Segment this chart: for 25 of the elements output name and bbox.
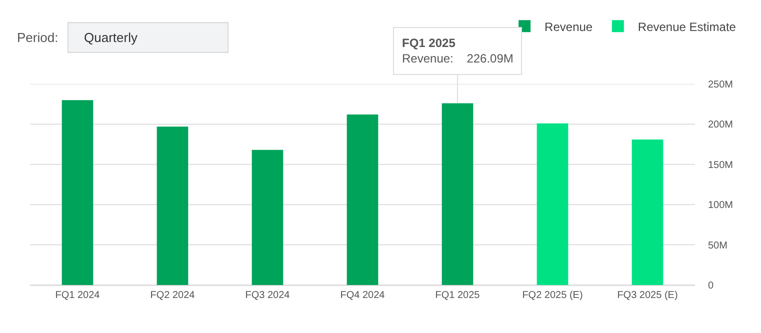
text: Period: — [17, 30, 58, 45]
y-tick-label: 200M — [708, 120, 734, 131]
x-tick-label: FQ3 2024 — [245, 290, 290, 301]
bar — [62, 100, 94, 285]
x-tick-label: FQ2 2024 — [150, 290, 196, 301]
legend-label: Revenue — [544, 20, 593, 34]
bar — [252, 150, 284, 285]
text: Quarterly — [84, 30, 138, 45]
legend-label: Revenue Estimate — [638, 20, 736, 34]
bar — [442, 103, 474, 285]
y-tick-label: 50M — [708, 240, 728, 252]
y-tick-label: 150M — [708, 160, 734, 171]
x-tick-label: FQ1 2024 — [55, 290, 100, 301]
x-tick-label: FQ2 2025 (E) — [522, 290, 583, 301]
bar — [156, 126, 188, 285]
bar — [632, 139, 664, 285]
x-tick-label: FQ4 2024 — [340, 290, 386, 301]
annotation: FQ1 2025 Revenue: 226.09M — [402, 36, 514, 66]
bar — [536, 123, 568, 285]
y-tick-label: 250M — [708, 80, 734, 90]
x-tick-label: FQ1 2025 — [435, 290, 480, 301]
y-tick-label: 100M — [708, 200, 734, 212]
x-tick-label: FQ3 2025 (E) — [617, 290, 678, 301]
y-tick-label: 0 — [708, 280, 714, 292]
bar — [346, 114, 378, 285]
